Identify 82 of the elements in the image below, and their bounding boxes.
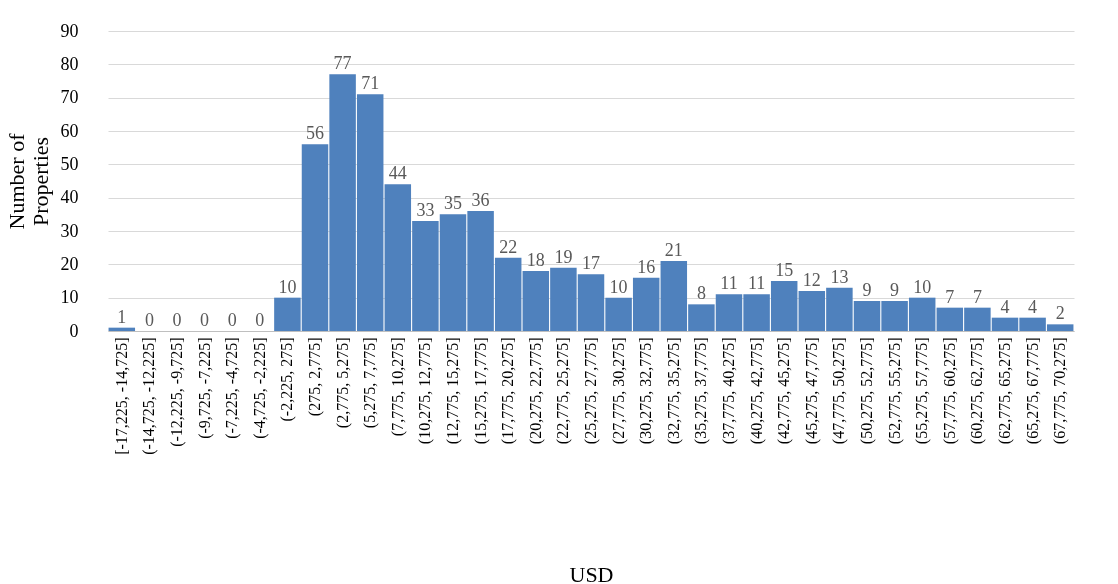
data-label: 7 bbox=[945, 286, 955, 307]
data-label: 9 bbox=[890, 280, 900, 300]
x-tick-label: (40,275, 42,775] bbox=[747, 337, 766, 445]
data-label: 11 bbox=[747, 273, 766, 294]
y-tick-label: 10 bbox=[60, 287, 79, 308]
data-label: 0 bbox=[144, 310, 154, 330]
y-tick-label: 70 bbox=[60, 87, 79, 108]
x-tick-label: (67,775, 70,275] bbox=[1051, 337, 1070, 445]
data-label: 33 bbox=[416, 200, 435, 220]
x-tick-label: (55,275, 57,775] bbox=[913, 337, 932, 445]
data-label: 0 bbox=[200, 310, 210, 330]
data-label: 4 bbox=[1000, 296, 1010, 317]
data-label: 16 bbox=[637, 256, 656, 277]
x-tick-label: (57,775, 60,275] bbox=[940, 337, 959, 445]
data-label: 36 bbox=[471, 190, 490, 210]
y-tick-label: 80 bbox=[60, 53, 79, 74]
x-tick-label: (10,275, 12,775] bbox=[416, 337, 435, 445]
y-tick-label: 40 bbox=[60, 187, 79, 208]
data-label: 10 bbox=[278, 276, 297, 297]
data-label: 0 bbox=[255, 310, 265, 330]
x-axis-title: USD bbox=[569, 561, 614, 584]
y-tick-label: 50 bbox=[60, 153, 79, 174]
data-label: 56 bbox=[306, 123, 324, 144]
data-label: 44 bbox=[388, 163, 407, 184]
data-label: 18 bbox=[526, 250, 545, 270]
x-tick-label: (-7,225, -4,725] bbox=[223, 337, 242, 439]
data-label: 4 bbox=[1028, 296, 1038, 317]
x-tick-label: (45,275, 47,775] bbox=[802, 337, 821, 445]
x-tick-label: (-4,725, -2,225] bbox=[250, 337, 269, 439]
data-label: 1 bbox=[117, 306, 127, 327]
x-tick-label: (27,775, 30,275] bbox=[609, 337, 628, 445]
data-label: 17 bbox=[582, 253, 600, 274]
data-label: 7 bbox=[972, 286, 982, 307]
data-label: 0 bbox=[227, 310, 237, 330]
x-tick-label: (62,775, 65,275] bbox=[996, 337, 1014, 445]
x-tick-label: [-17,225, -14,725] bbox=[112, 337, 130, 455]
x-tick-label: (2,775, 5,275] bbox=[333, 337, 352, 429]
data-label: 0 bbox=[172, 310, 182, 330]
x-tick-label: (35,275, 37,775] bbox=[692, 337, 711, 445]
data-label: 9 bbox=[862, 280, 872, 300]
data-label: 10 bbox=[913, 276, 932, 297]
data-label: 8 bbox=[696, 283, 706, 304]
y-tick-label: 90 bbox=[60, 20, 79, 41]
x-tick-label: (-9,725, -7,225] bbox=[195, 337, 214, 439]
x-tick-label: (37,775, 40,275] bbox=[720, 337, 738, 445]
x-tick-label: (17,775, 20,275] bbox=[499, 337, 518, 445]
data-label: 71 bbox=[361, 73, 380, 94]
x-tick-label: (60,275, 62,775] bbox=[968, 337, 987, 445]
x-tick-label: (47,775, 50,275] bbox=[830, 337, 849, 445]
data-label: 15 bbox=[775, 260, 794, 280]
data-label: 19 bbox=[554, 246, 573, 267]
x-tick-label: (52,775, 55,275] bbox=[885, 337, 904, 445]
x-tick-label: (15,275, 17,775] bbox=[471, 337, 490, 445]
x-tick-label: (-12,225, -9,725] bbox=[168, 337, 186, 447]
data-label: 35 bbox=[444, 193, 462, 214]
data-label: 77 bbox=[333, 53, 352, 74]
x-tick-label: (65,275, 67,775] bbox=[1023, 337, 1042, 445]
y-tick-label: 60 bbox=[60, 120, 79, 141]
y-tick-label: 20 bbox=[60, 253, 79, 274]
x-tick-label: (32,775, 35,275] bbox=[664, 337, 683, 445]
x-tick-label: (-2,225, 275] bbox=[278, 337, 297, 422]
y-tick-label: 30 bbox=[60, 220, 79, 241]
y-tick-label: 0 bbox=[69, 320, 79, 341]
x-tick-label: (50,275, 52,775] bbox=[858, 337, 876, 445]
x-tick-label: (275, 2,775] bbox=[306, 337, 324, 417]
x-tick-label: (7,775, 10,275] bbox=[388, 337, 407, 437]
x-tick-label: (12,775, 15,275] bbox=[444, 337, 462, 445]
data-label: 12 bbox=[802, 270, 821, 290]
x-tick-label: (30,275, 32,775] bbox=[637, 337, 656, 445]
x-tick-label: (5,275, 7,775] bbox=[361, 337, 380, 429]
data-label: 21 bbox=[664, 240, 683, 260]
x-tick-label: (20,275, 22,775] bbox=[526, 337, 545, 445]
data-label: 13 bbox=[830, 266, 849, 287]
x-tick-label: (22,775, 25,275] bbox=[554, 337, 573, 445]
data-label: 22 bbox=[499, 236, 518, 257]
x-tick-label: (42,775, 45,275] bbox=[775, 337, 794, 445]
x-tick-label: (25,275, 27,775] bbox=[582, 337, 600, 445]
data-label: 11 bbox=[720, 273, 738, 294]
data-label: 10 bbox=[609, 276, 628, 297]
y-axis-title: Number of Properties bbox=[3, 132, 53, 230]
data-label: 2 bbox=[1055, 303, 1065, 324]
x-tick-label: (-14,725, -12,225] bbox=[140, 337, 159, 455]
